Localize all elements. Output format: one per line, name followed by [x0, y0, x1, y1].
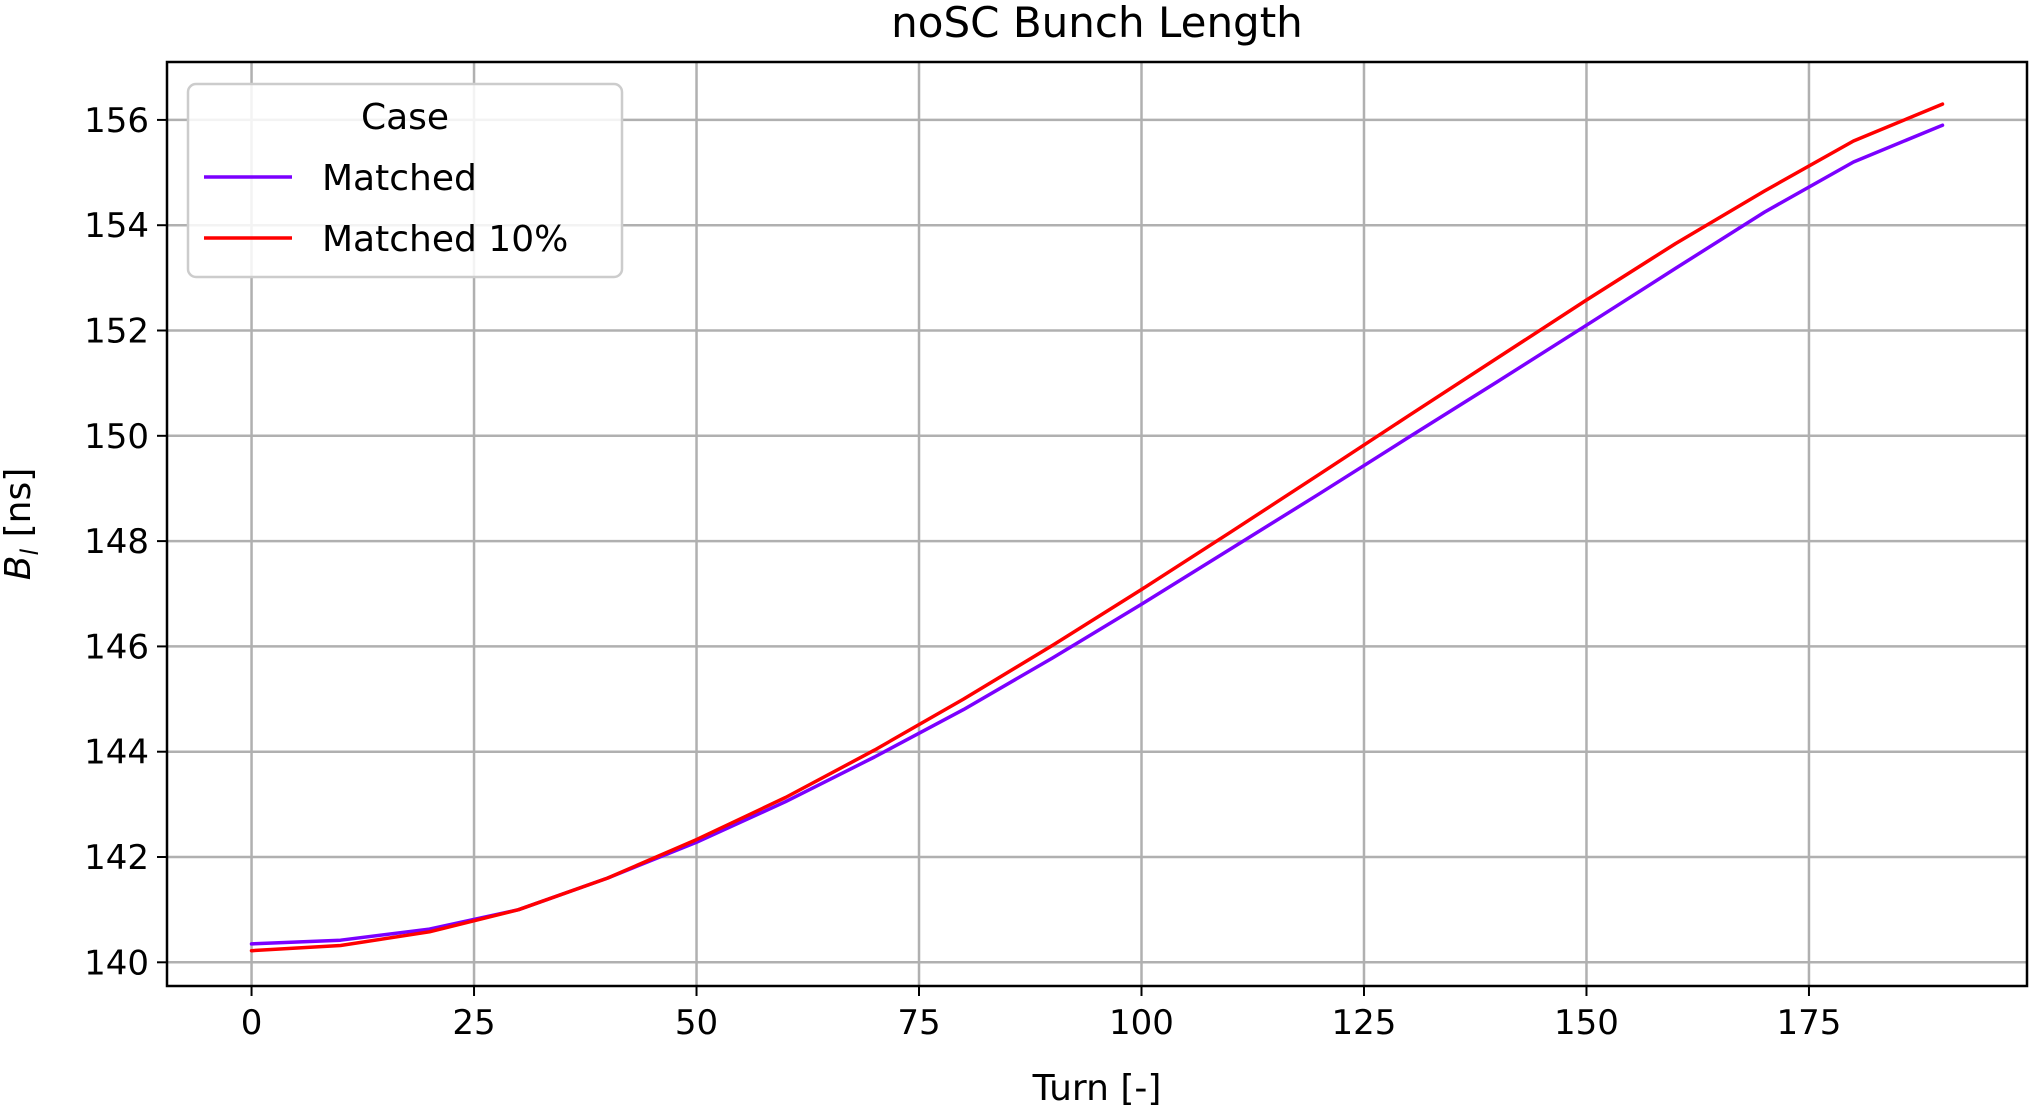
x-tick-label: 50	[675, 1003, 718, 1043]
y-tick-label: 144	[84, 733, 149, 773]
x-tick-label: 175	[1777, 1003, 1842, 1043]
y-axis-label-symbol: B	[0, 556, 39, 581]
series-group	[249, 102, 1945, 953]
legend-label-matched-10: Matched 10%	[322, 219, 568, 260]
y-axis-label-subscript: l	[16, 549, 44, 556]
y-tick-label: 156	[84, 101, 149, 141]
x-tick-label: 150	[1554, 1003, 1619, 1043]
series-line-matched-10	[249, 102, 1945, 953]
y-axis-label: Bl [ns]	[0, 468, 44, 580]
x-tick-label: 75	[897, 1003, 940, 1043]
x-tick-label: 100	[1109, 1003, 1174, 1043]
chart-title: noSC Bunch Length	[891, 0, 1303, 47]
y-tick-label: 154	[84, 206, 149, 246]
x-ticks: 0 25 50 75 100 125 150 175	[241, 986, 1842, 1043]
x-axis-label: Turn [-]	[1032, 1068, 1162, 1109]
y-tick-label: 146	[84, 627, 149, 667]
legend-label-matched: Matched	[322, 158, 477, 199]
y-tick-label: 140	[84, 943, 149, 983]
y-ticks: 140 142 144 146 148 150 152 154 156	[84, 101, 167, 983]
y-axis-label-unit: [ns]	[0, 468, 39, 549]
legend: Case Matched Matched 10%	[186, 82, 624, 279]
x-tick-label: 125	[1332, 1003, 1397, 1043]
legend-box	[186, 82, 624, 279]
x-tick-label: 0	[241, 1003, 263, 1043]
y-tick-label: 152	[84, 312, 149, 352]
y-tick-label: 142	[84, 838, 149, 878]
legend-title: Case	[361, 97, 449, 138]
y-tick-label: 148	[84, 522, 149, 562]
y-tick-label: 150	[84, 417, 149, 457]
plot-frame	[165, 60, 2029, 988]
grid	[167, 62, 2027, 986]
x-tick-label: 25	[452, 1003, 495, 1043]
